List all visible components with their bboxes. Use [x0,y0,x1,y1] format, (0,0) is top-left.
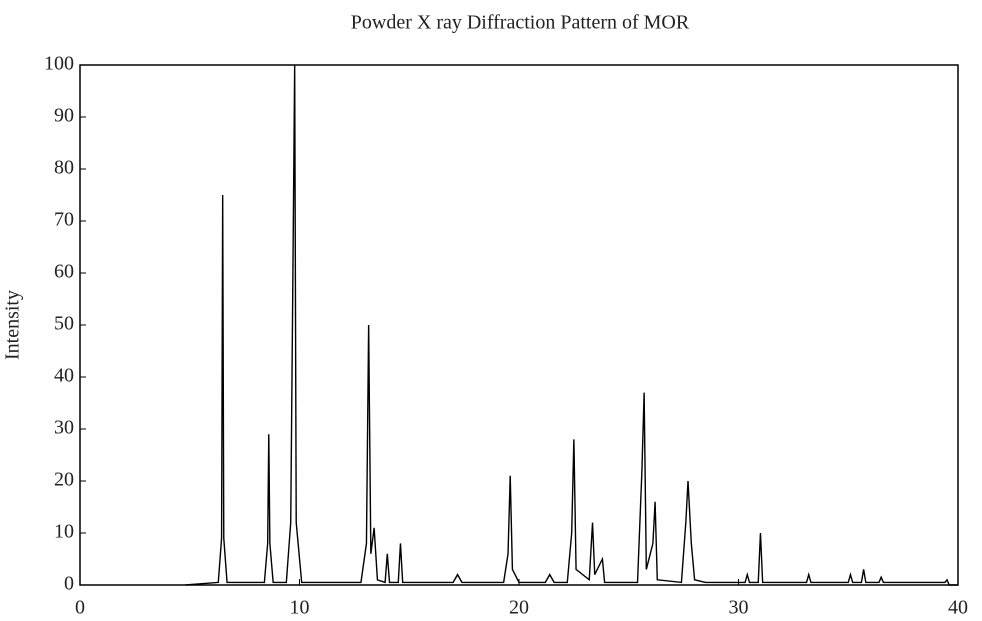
y-tick-label: 100 [44,53,74,75]
y-tick-label: 60 [54,261,74,283]
y-tick-label: 50 [54,313,74,335]
y-tick-label: 80 [54,157,74,179]
y-tick-label: 70 [54,209,74,231]
x-tick-label: 20 [509,597,529,619]
x-tick-label: 0 [75,597,85,619]
y-tick-label: 90 [54,105,74,127]
y-tick-label: 0 [64,573,74,595]
y-tick-label: 30 [54,417,74,439]
y-tick-label: 10 [54,521,74,543]
x-tick-label: 10 [290,597,310,619]
x-tick-label: 40 [948,597,968,619]
y-tick-label: 40 [54,365,74,387]
y-axis-label: Intensity [2,290,24,360]
plot-frame [79,64,959,586]
x-tick-label: 30 [729,597,749,619]
y-tick-label: 20 [54,469,74,491]
chart-title: Powder X ray Diffraction Pattern of MOR [351,12,690,34]
diffraction-line [185,64,958,586]
